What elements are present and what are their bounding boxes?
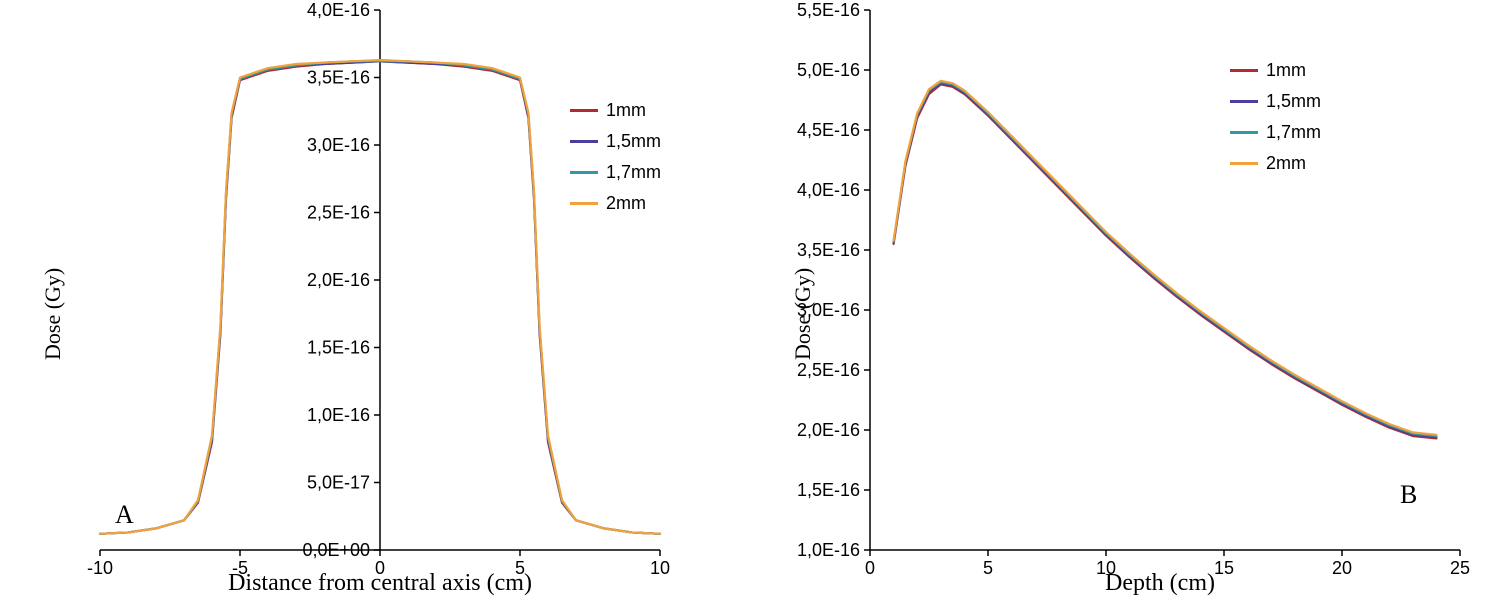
legend-label: 1,7mm: [606, 162, 661, 183]
svg-text:4,0E-16: 4,0E-16: [307, 0, 370, 20]
svg-text:-10: -10: [87, 558, 113, 578]
legend-swatch: [570, 109, 598, 112]
legend-label: 1,5mm: [606, 131, 661, 152]
legend-swatch: [1230, 131, 1258, 134]
legend-label: 2mm: [606, 193, 646, 214]
svg-text:1,5E-16: 1,5E-16: [307, 338, 370, 358]
svg-text:2,0E-16: 2,0E-16: [307, 270, 370, 290]
svg-text:3,5E-16: 3,5E-16: [307, 68, 370, 88]
legend-item: 1,7mm: [1230, 122, 1321, 143]
panel-b-svg: 05101520251,0E-161,5E-162,0E-162,5E-163,…: [760, 0, 1512, 602]
legend-item: 1mm: [570, 100, 661, 121]
legend-label: 1,5mm: [1266, 91, 1321, 112]
panel-a-svg: -10-505100,0E+005,0E-171,0E-161,5E-162,0…: [0, 0, 760, 602]
svg-text:2,5E-16: 2,5E-16: [307, 203, 370, 223]
svg-text:4,5E-16: 4,5E-16: [797, 120, 860, 140]
legend-label: 1,7mm: [1266, 122, 1321, 143]
svg-text:2,0E-16: 2,0E-16: [797, 420, 860, 440]
svg-text:5,0E-16: 5,0E-16: [797, 60, 860, 80]
panel-b-legend: 1mm 1,5mm 1,7mm 2mm: [1230, 60, 1321, 184]
panel-b: 05101520251,0E-161,5E-162,0E-162,5E-163,…: [760, 0, 1512, 602]
legend-swatch: [570, 171, 598, 174]
panel-a-xlabel: Distance from central axis (cm): [180, 570, 580, 597]
svg-text:0: 0: [865, 558, 875, 578]
panel-b-letter: B: [1400, 480, 1417, 510]
svg-text:0,0E+00: 0,0E+00: [302, 540, 370, 560]
svg-text:1,5E-16: 1,5E-16: [797, 480, 860, 500]
legend-label: 1mm: [606, 100, 646, 121]
svg-text:5,5E-16: 5,5E-16: [797, 0, 860, 20]
legend-swatch: [1230, 100, 1258, 103]
svg-text:1,0E-16: 1,0E-16: [307, 405, 370, 425]
svg-text:1,0E-16: 1,0E-16: [797, 540, 860, 560]
legend-item: 2mm: [1230, 153, 1321, 174]
legend-swatch: [570, 140, 598, 143]
legend-swatch: [570, 202, 598, 205]
legend-swatch: [1230, 162, 1258, 165]
panel-a-ylabel: Dose (Gy): [40, 268, 66, 360]
svg-text:3,5E-16: 3,5E-16: [797, 240, 860, 260]
svg-text:2,5E-16: 2,5E-16: [797, 360, 860, 380]
svg-text:10: 10: [650, 558, 670, 578]
legend-label: 1mm: [1266, 60, 1306, 81]
legend-item: 1,7mm: [570, 162, 661, 183]
legend-item: 1,5mm: [570, 131, 661, 152]
legend-item: 1,5mm: [1230, 91, 1321, 112]
svg-text:4,0E-16: 4,0E-16: [797, 180, 860, 200]
legend-swatch: [1230, 69, 1258, 72]
panel-a-letter: A: [115, 500, 134, 530]
svg-text:5,0E-17: 5,0E-17: [307, 473, 370, 493]
panel-a-legend: 1mm 1,5mm 1,7mm 2mm: [570, 100, 661, 224]
svg-text:25: 25: [1450, 558, 1470, 578]
svg-text:20: 20: [1332, 558, 1352, 578]
svg-text:5: 5: [983, 558, 993, 578]
svg-text:3,0E-16: 3,0E-16: [307, 135, 370, 155]
legend-label: 2mm: [1266, 153, 1306, 174]
panel-b-ylabel: Dose (Gy): [790, 268, 816, 360]
panel-b-xlabel: Depth (cm): [1060, 570, 1260, 597]
legend-item: 2mm: [570, 193, 661, 214]
legend-item: 1mm: [1230, 60, 1321, 81]
panel-a: -10-505100,0E+005,0E-171,0E-161,5E-162,0…: [0, 0, 760, 602]
